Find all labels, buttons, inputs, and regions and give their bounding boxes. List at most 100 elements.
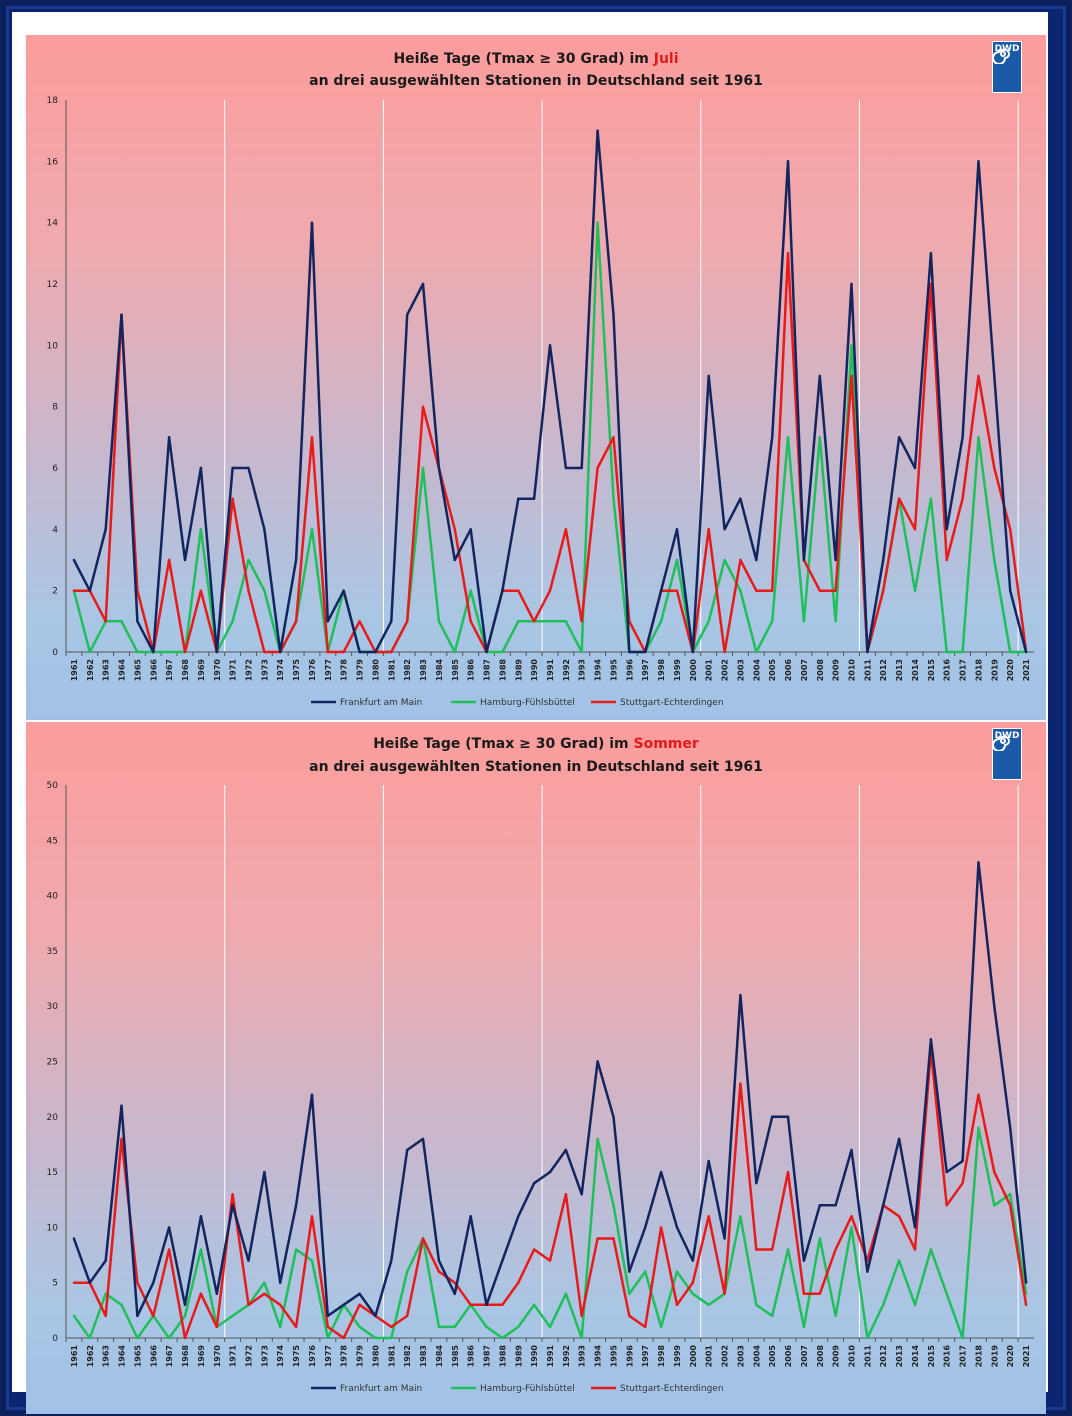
x-tick-label: 1972 [244, 659, 253, 681]
data-point [580, 1336, 583, 1340]
data-point [802, 1325, 806, 1329]
data-point [358, 650, 361, 654]
data-point [390, 1336, 393, 1340]
data-point [326, 620, 330, 623]
x-tick-label: 2000 [689, 1345, 698, 1368]
x-tick-label: 2010 [848, 1345, 857, 1368]
y-tick-label: 40 [47, 892, 59, 902]
data-point [247, 466, 250, 470]
data-point [469, 528, 472, 531]
data-point [897, 1137, 901, 1141]
x-tick-label: 1989 [514, 659, 523, 682]
x-tick-label: 1962 [86, 659, 95, 681]
data-point [485, 1303, 488, 1307]
data-point [167, 1226, 171, 1229]
data-point [723, 558, 726, 562]
data-point [120, 313, 123, 316]
data-point [675, 558, 679, 562]
data-point [136, 1336, 139, 1340]
data-point [961, 497, 964, 500]
x-tick-label: 2018 [974, 659, 983, 682]
data-point [517, 1215, 520, 1218]
x-tick-label: 2016 [943, 1345, 952, 1368]
data-point [850, 1215, 853, 1218]
data-point [199, 1215, 203, 1218]
data-point [263, 589, 266, 592]
data-point [770, 1248, 774, 1251]
chart-juli: Heiße Tage (Tmax ≥ 30 Grad) im Juli an dr… [47, 51, 1034, 708]
x-tick-label: 2013 [895, 1345, 904, 1367]
y-tick-label: 50 [47, 781, 59, 791]
x-tick-label: 1971 [229, 659, 238, 682]
data-point [834, 1314, 837, 1318]
data-point [1008, 589, 1012, 592]
data-point [961, 436, 964, 439]
data-point [913, 1226, 917, 1229]
legend-label: Hamburg-Fühlsbüttel [480, 1384, 575, 1394]
data-point [453, 558, 456, 562]
data-point [136, 620, 139, 623]
data-point [532, 497, 536, 500]
data-point [564, 620, 568, 623]
data-point [405, 1314, 409, 1318]
y-tick-label: 0 [52, 648, 58, 658]
data-point [977, 436, 980, 439]
data-point [215, 1325, 218, 1329]
data-point [818, 374, 821, 378]
data-point [929, 1038, 933, 1041]
data-point [850, 1148, 853, 1152]
data-point [421, 1237, 425, 1240]
data-point [977, 1126, 980, 1130]
data-point [961, 1336, 964, 1340]
data-point [993, 558, 996, 562]
data-point [501, 1303, 504, 1307]
data-point [850, 282, 853, 286]
chart-title-text: Heiße Tage (Tmax ≥ 30 Grad) im [373, 736, 633, 752]
chart-title-highlight: Juli [653, 51, 679, 67]
data-point [326, 1314, 330, 1318]
data-point [469, 1303, 472, 1307]
x-tick-label: 1983 [419, 659, 428, 681]
x-tick-label: 1966 [149, 659, 158, 682]
data-point [104, 1292, 107, 1295]
data-point [739, 589, 742, 592]
x-tick-label: 1998 [657, 659, 666, 682]
x-tick-label: 2009 [832, 659, 841, 682]
data-point [834, 1248, 837, 1251]
chart-title: Heiße Tage (Tmax ≥ 30 Grad) im Juli [393, 51, 678, 67]
data-point [1024, 1303, 1028, 1307]
data-point [596, 1137, 599, 1141]
data-point [675, 1303, 679, 1307]
y-tick-label: 25 [47, 1058, 58, 1068]
data-point [961, 650, 964, 654]
data-point [310, 1093, 314, 1096]
data-point [612, 1115, 615, 1118]
data-point [612, 313, 615, 316]
data-point [612, 1237, 615, 1240]
x-tick-label: 2001 [705, 1345, 714, 1368]
x-tick-label: 1989 [514, 1345, 523, 1368]
data-point [739, 993, 742, 997]
x-tick-label: 2002 [721, 1345, 730, 1367]
data-point [501, 1259, 504, 1262]
data-point [993, 1005, 996, 1008]
data-point [612, 1204, 615, 1207]
data-point [596, 1060, 599, 1063]
data-point [358, 620, 361, 623]
data-point [405, 1270, 409, 1273]
data-point [263, 1292, 266, 1295]
data-point [199, 1248, 203, 1251]
chart-panel-juli: Heiße Tage (Tmax ≥ 30 Grad) im Juli an dr… [26, 35, 1046, 720]
data-point [517, 589, 520, 592]
swirl-icon [993, 735, 1010, 751]
data-point [310, 436, 314, 439]
data-point [818, 1237, 821, 1240]
data-point [215, 1292, 218, 1295]
data-point [279, 1325, 282, 1329]
data-point [437, 1259, 441, 1262]
data-point [739, 1082, 742, 1085]
data-point [675, 528, 679, 531]
data-point [548, 344, 552, 347]
data-point [231, 497, 234, 500]
data-point [786, 252, 790, 255]
